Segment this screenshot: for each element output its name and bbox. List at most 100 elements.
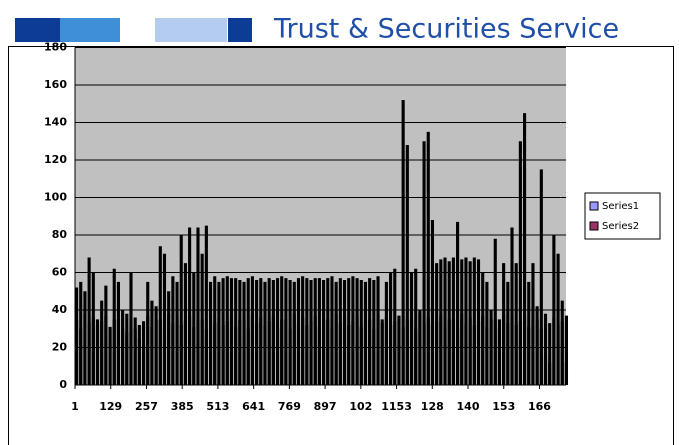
bar [246, 328, 250, 385]
bar [204, 328, 208, 385]
bar [91, 317, 95, 385]
bar [539, 328, 543, 385]
bar [334, 313, 338, 385]
bar [460, 313, 464, 385]
bar [523, 315, 527, 385]
bar [121, 328, 125, 385]
x-tick-label: 1153 [381, 400, 412, 413]
x-tick-label: 129 [99, 400, 122, 413]
y-tick-label: 120 [44, 153, 67, 166]
bar [476, 321, 481, 385]
bar [141, 321, 146, 385]
y-tick-label: 100 [44, 191, 67, 204]
bar [560, 321, 564, 385]
bar [225, 321, 229, 385]
bar [481, 315, 485, 385]
bar [539, 169, 543, 385]
bar [409, 319, 414, 385]
bar [443, 326, 447, 385]
bar [188, 315, 192, 385]
bar [389, 325, 393, 385]
x-tick-label: 102 [349, 400, 372, 413]
legend-swatch [589, 221, 599, 231]
bar [179, 325, 183, 385]
bar [79, 328, 83, 385]
bar [435, 321, 439, 385]
bar [543, 313, 548, 385]
bar [464, 257, 468, 385]
bar [472, 325, 476, 385]
bar [401, 100, 405, 385]
x-tick-label: 513 [206, 400, 229, 413]
x-tick-label: 257 [135, 400, 158, 413]
bar [196, 227, 200, 385]
y-tick-label: 0 [59, 378, 67, 391]
bar [426, 317, 430, 385]
bar [405, 319, 409, 385]
bar [464, 323, 468, 385]
bar [556, 253, 560, 385]
bar [443, 257, 447, 385]
bar [133, 317, 137, 385]
bar [213, 323, 217, 385]
bar [104, 315, 108, 385]
bar [317, 326, 321, 385]
bar [518, 321, 522, 385]
bar [154, 319, 158, 385]
bar [548, 323, 552, 385]
legend-label: Series2 [602, 221, 639, 232]
bar [112, 319, 116, 385]
bar [368, 319, 372, 385]
x-tick-label: 769 [278, 400, 301, 413]
bar [456, 328, 460, 385]
bar [401, 326, 405, 385]
bar [347, 325, 351, 385]
bar [418, 313, 422, 385]
bar [259, 317, 263, 385]
bar [188, 227, 192, 385]
x-tick-label: 140 [457, 400, 480, 413]
bar [456, 221, 460, 385]
bar [275, 326, 280, 385]
bar [531, 319, 535, 385]
bar [439, 315, 443, 385]
bar [137, 325, 141, 385]
bar [183, 321, 187, 385]
bar [162, 253, 167, 385]
bar [355, 315, 359, 385]
bar [200, 319, 204, 385]
bar [162, 328, 167, 385]
x-tick-label: 166 [528, 400, 551, 413]
bar [506, 323, 510, 385]
bar [510, 227, 514, 385]
header-block [60, 18, 120, 42]
legend-swatch [589, 201, 599, 211]
bar [263, 325, 267, 385]
bar [208, 313, 213, 385]
bar [95, 325, 100, 385]
bar [451, 319, 455, 385]
y-tick-label: 80 [52, 228, 68, 241]
bar [75, 319, 79, 385]
bar [493, 238, 497, 385]
bar [288, 328, 292, 385]
bar [489, 319, 493, 385]
bar [556, 325, 560, 385]
bar [430, 325, 435, 385]
bar [510, 317, 514, 385]
x-tick-label: 385 [171, 400, 194, 413]
bar [221, 325, 225, 385]
bar [426, 131, 430, 385]
bar [564, 315, 569, 385]
y-tick-label: 140 [44, 116, 67, 129]
bar [468, 317, 472, 385]
bar [514, 325, 518, 385]
bar [322, 319, 326, 385]
bar [175, 317, 179, 385]
bar [292, 313, 296, 385]
bar [171, 323, 175, 385]
bar [305, 325, 309, 385]
bar [393, 321, 397, 385]
bar [313, 315, 317, 385]
